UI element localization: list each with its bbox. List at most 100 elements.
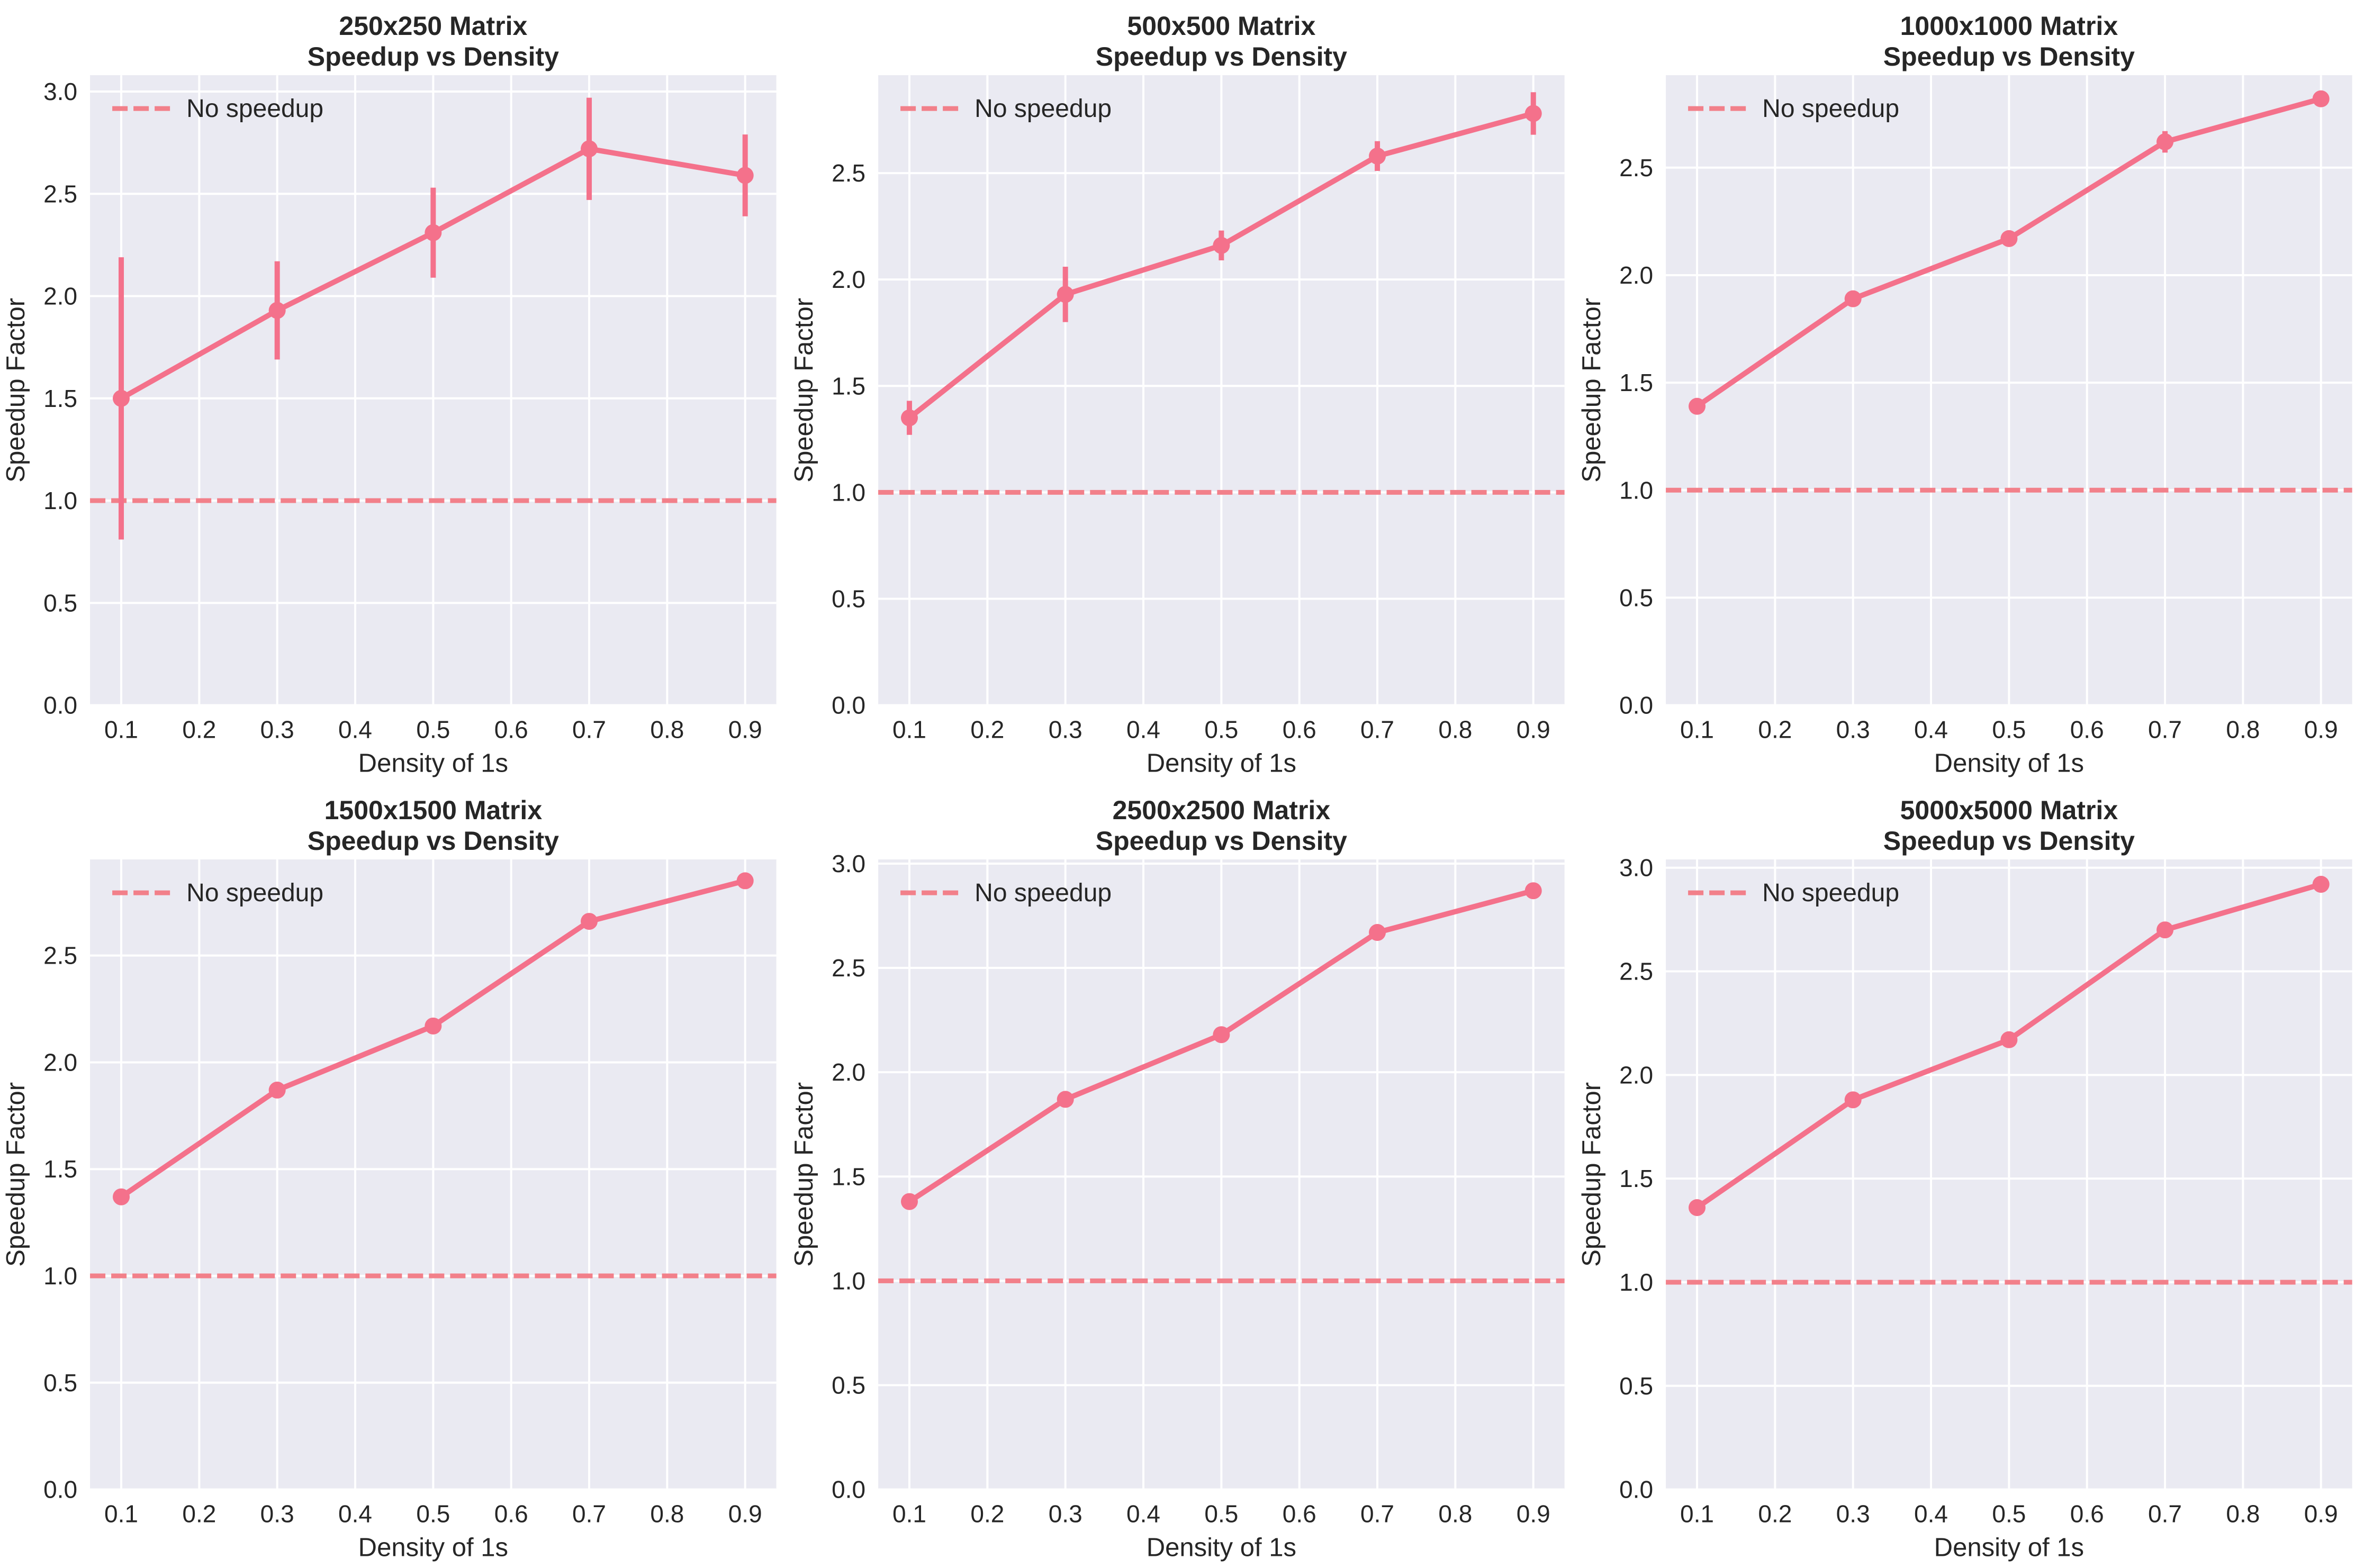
subplot-250x250: 0.0 0.5 1.0 1.5 2.0 2.5 3.0 0.1 0.2 0.3 0.4 0.5 0.6 0… [0,0,788,784]
x-tick-label: 0.1 [1680,716,1714,744]
y-axis-label: Speedup Factor [790,298,818,483]
x-tick-label: 0.7 [1360,716,1394,744]
data-point-marker [2157,133,2174,151]
x-tick-label: 0.2 [970,716,1004,744]
x-tick-label: 0.3 [1048,1500,1082,1527]
y-tick-label: 0.5 [832,1371,865,1399]
data-point-marker [736,872,754,890]
y-tick-label: 2.5 [43,180,77,207]
x-tick-label: 0.9 [1516,1500,1550,1527]
y-tick-label: 2.0 [832,1058,865,1086]
x-axis-label: Density of 1s [358,749,508,778]
chart-1000x1000: 0.0 0.5 1.0 1.5 2.0 2.5 0.1 0.2 0.3 0.4 0.5 0.6 0.7 0… [1577,11,2352,778]
y-tick-label: 2.5 [832,159,865,187]
y-tick-label: 0.0 [832,692,865,719]
data-point-marker [581,140,598,158]
y-tick-label: 0.0 [1619,1475,1653,1503]
legend-label: No speedup [975,95,1112,123]
y-tick-label: 1.0 [1619,1268,1653,1296]
y-tick-label: 0.5 [832,585,865,612]
chart-title: 1500x1500 Matrix [324,795,543,825]
x-tick-label: 0.5 [1992,1500,2026,1527]
y-axis-label: Speedup Factor [1577,1082,1606,1267]
y-axis-label: Speedup Factor [790,1082,818,1267]
x-tick-label: 0.1 [104,1500,138,1527]
x-tick-label: 0.5 [1204,1500,1238,1527]
chart-subtitle: Speedup vs Density [1883,826,2135,856]
chart-2500x2500: 0.0 0.5 1.0 1.5 2.0 2.5 3.0 0.1 0.2 0.3 0.4 0.5 0.6 0… [790,795,1565,1562]
y-tick-label: 1.0 [832,1267,865,1294]
y-tick-label: 2.5 [1619,154,1653,182]
x-tick-label: 0.6 [494,1500,528,1527]
x-tick-label: 0.7 [572,716,606,744]
data-point-marker [1213,1026,1230,1043]
x-tick-label: 0.9 [728,1500,762,1527]
data-point-marker [581,912,598,930]
data-point-marker [2313,875,2330,893]
x-tick-label: 0.4 [338,1500,372,1527]
x-tick-label: 0.3 [1836,1500,1870,1527]
y-tick-label: 0.5 [43,1368,77,1396]
y-tick-label: 0.0 [43,1475,77,1503]
data-point-marker [900,409,918,427]
data-point-marker [268,302,286,319]
data-point-marker [1368,147,1386,165]
x-axis-label: Density of 1s [1146,749,1296,778]
y-tick-label: 2.0 [1619,261,1653,289]
x-tick-label: 0.9 [2304,716,2338,744]
y-tick-label: 2.0 [43,283,77,310]
chart-5000x5000: 0.0 0.5 1.0 1.5 2.0 2.5 3.0 0.1 0.2 0.3 0.4 0.5 0.6 0… [1577,795,2352,1562]
y-tick-label: 1.0 [43,1262,77,1290]
chart-subtitle: Speedup vs Density [1095,826,1347,856]
y-tick-label: 2.5 [1619,957,1653,985]
subplot-500x500: 0.0 0.5 1.0 1.5 2.0 2.5 0.1 0.2 0.3 0.4 0.5 0.6 0.7 0… [788,0,1576,784]
chart-title: 500x500 Matrix [1127,11,1315,41]
x-tick-label: 0.8 [1438,716,1472,744]
x-tick-label: 0.5 [1992,716,2026,744]
data-point-marker [268,1081,286,1099]
legend-label: No speedup [186,95,323,123]
data-point-marker [1845,290,1862,307]
y-tick-label: 1.5 [832,1163,865,1190]
legend-label: No speedup [975,879,1112,907]
legend-label: No speedup [1762,95,1899,123]
x-tick-label: 0.9 [728,716,762,744]
subplot-1500x1500: 0.0 0.5 1.0 1.5 2.0 2.5 0.1 0.2 0.3 0.4 0.5 0.6 0.7 0… [0,784,788,1568]
x-tick-label: 0.6 [2070,716,2104,744]
chart-title: 1000x1000 Matrix [1900,11,2118,41]
y-tick-label: 2.5 [832,954,865,982]
y-tick-label: 1.5 [1619,1165,1653,1192]
x-tick-label: 0.2 [182,1500,216,1527]
chart-subtitle: Speedup vs Density [1883,42,2135,71]
x-tick-label: 0.1 [104,716,138,744]
x-tick-label: 0.4 [1914,716,1948,744]
y-tick-label: 2.0 [1619,1061,1653,1089]
data-point-marker [2157,921,2174,938]
chart-title: 250x250 Matrix [339,11,527,41]
chart-subtitle: Speedup vs Density [308,42,559,71]
y-tick-label: 3.0 [43,78,77,105]
x-tick-label: 0.3 [260,1500,294,1527]
subplot-5000x5000: 0.0 0.5 1.0 1.5 2.0 2.5 3.0 0.1 0.2 0.3 0.4 0.5 0.6 0… [1576,784,2364,1568]
x-tick-label: 0.8 [2226,716,2260,744]
y-axis-label: Speedup Factor [2,298,30,483]
y-tick-label: 2.5 [43,941,77,969]
y-tick-label: 2.0 [43,1048,77,1076]
y-axis-label: Speedup Factor [2,1082,30,1267]
x-tick-label: 0.3 [1836,716,1870,744]
x-tick-label: 0.8 [2226,1500,2260,1527]
y-tick-label: 0.5 [1619,584,1653,611]
x-axis-label: Density of 1s [1146,1533,1296,1562]
x-tick-label: 0.4 [1126,1500,1160,1527]
x-tick-label: 0.4 [338,716,372,744]
x-tick-label: 0.1 [1680,1500,1714,1527]
x-tick-label: 0.5 [416,716,450,744]
x-axis-label: Density of 1s [1934,1533,2084,1562]
data-point-marker [1524,882,1542,899]
data-point-marker [1689,397,1706,415]
x-tick-label: 0.9 [1516,716,1550,744]
y-tick-label: 3.0 [832,850,865,877]
x-axis-label: Density of 1s [1934,749,2084,778]
y-axis-label: Speedup Factor [1577,298,1606,483]
